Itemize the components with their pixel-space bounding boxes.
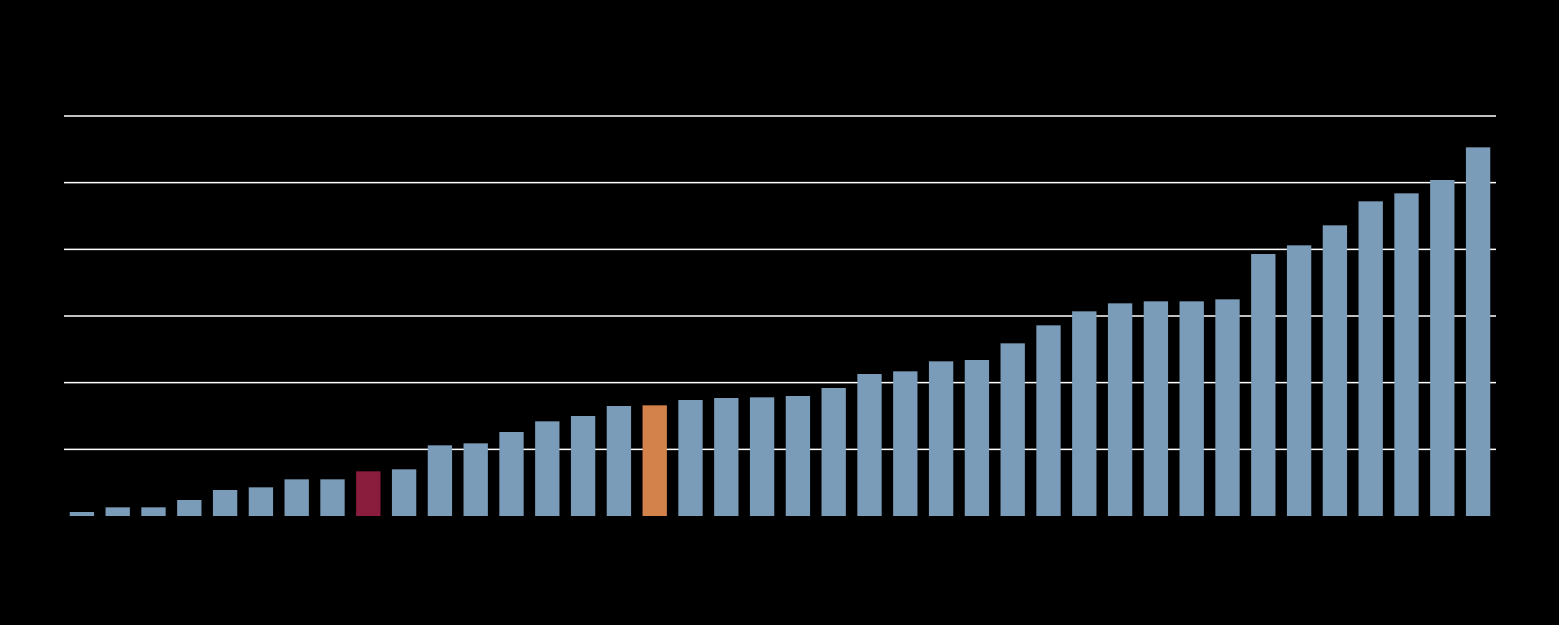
bar <box>69 512 95 516</box>
bar <box>535 421 560 516</box>
bar <box>606 406 632 516</box>
bar <box>893 371 918 516</box>
bar <box>1465 147 1491 517</box>
bar <box>1179 301 1204 516</box>
bar <box>964 360 990 516</box>
bar <box>248 487 274 516</box>
bar <box>1286 245 1312 517</box>
bar <box>212 490 238 516</box>
bar <box>1000 343 1025 516</box>
bar <box>1358 201 1383 517</box>
bar <box>857 374 882 516</box>
bar <box>427 445 453 516</box>
bar <box>177 500 202 516</box>
bar <box>356 471 381 516</box>
bar <box>463 443 488 516</box>
bar <box>1394 193 1419 517</box>
bar <box>320 479 345 516</box>
bar <box>391 469 417 516</box>
bar <box>1143 301 1169 516</box>
bar <box>714 398 739 516</box>
bar <box>1107 303 1133 516</box>
bar <box>284 479 309 516</box>
bar <box>141 507 166 516</box>
bar <box>785 396 811 516</box>
bar <box>749 397 775 516</box>
bar <box>642 405 667 516</box>
bar <box>1430 180 1455 516</box>
bar <box>1036 325 1061 516</box>
bar <box>678 400 703 516</box>
bar <box>928 361 954 516</box>
bar <box>1251 254 1276 516</box>
bar <box>1215 299 1240 516</box>
bar <box>1322 225 1348 517</box>
bar <box>570 416 596 516</box>
bar <box>821 388 846 516</box>
bar <box>499 432 524 516</box>
bar <box>105 507 130 516</box>
bar <box>1072 311 1097 516</box>
